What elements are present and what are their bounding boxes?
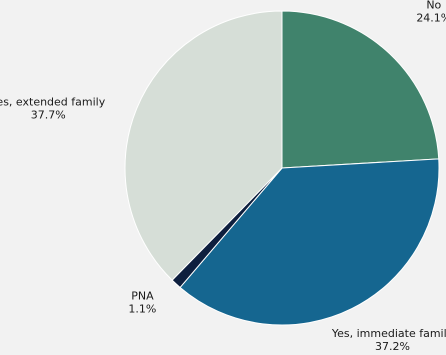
pie-slice-yes-extended-family — [124, 10, 283, 281]
pie-slice-yes-immediate-family — [179, 158, 440, 326]
pie-slice-no — [281, 10, 440, 169]
slice-label: PNA 1.1% — [128, 290, 156, 316]
slice-label-name: Yes, immediate family — [331, 327, 446, 340]
slice-label-value: 24.1% — [416, 11, 446, 24]
slice-label-name: No — [426, 0, 441, 11]
slice-label-value: 37.7% — [31, 108, 66, 121]
slice-label-value: 37.2% — [375, 340, 410, 353]
slice-label-name: PNA — [131, 290, 154, 303]
slice-label-name: Yes, extended family — [0, 95, 106, 108]
slice-label-value: 1.1% — [128, 303, 156, 316]
slice-label: Yes, extended family 37.7% — [0, 95, 106, 121]
slice-label: Yes, immediate family 37.2% — [331, 327, 446, 353]
